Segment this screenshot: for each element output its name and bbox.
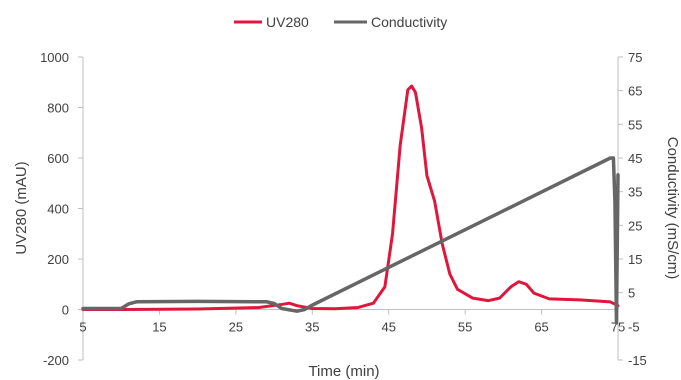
y2-tick-label: 65 bbox=[628, 84, 642, 99]
y-axis-title: UV280 (mAU) bbox=[13, 161, 30, 254]
x-tick-label: 5 bbox=[79, 320, 86, 335]
y-tick-label: 800 bbox=[47, 101, 69, 116]
legend-item-conductivity: Conductivity bbox=[334, 14, 447, 30]
y2-tick-label: -5 bbox=[628, 319, 640, 334]
legend-label-uv280: UV280 bbox=[266, 14, 309, 30]
legend-label-conductivity: Conductivity bbox=[371, 14, 447, 30]
y2-tick-label: -15 bbox=[628, 353, 647, 368]
series bbox=[81, 84, 620, 325]
series-line-conductivity bbox=[81, 156, 620, 325]
x-tick-label: 65 bbox=[534, 320, 548, 335]
legend: UV280 Conductivity bbox=[234, 14, 447, 30]
x-tick-label: 15 bbox=[152, 320, 166, 335]
y2-tick-label: 75 bbox=[628, 50, 642, 65]
y2-axis-title: Conductivity (mS/cm) bbox=[664, 137, 681, 280]
series-line-uv280 bbox=[81, 84, 620, 311]
x-tick-label: 35 bbox=[305, 320, 319, 335]
x-tick-label: 25 bbox=[229, 320, 243, 335]
x-tick-label: 55 bbox=[458, 320, 472, 335]
y-tick-label: 0 bbox=[62, 303, 69, 318]
y2-tick-label: 45 bbox=[628, 151, 642, 166]
y-tick-label: 600 bbox=[47, 151, 69, 166]
y2-tick-label: 35 bbox=[628, 185, 642, 200]
y2-tick-label: 5 bbox=[628, 286, 635, 301]
y-tick-label: -200 bbox=[43, 353, 69, 368]
x-tick-label: 45 bbox=[381, 320, 395, 335]
legend-item-uv280: UV280 bbox=[234, 14, 309, 30]
y-tick-label: 1000 bbox=[40, 50, 69, 65]
x-tick-label: 75 bbox=[611, 320, 625, 335]
y-tick-label: 400 bbox=[47, 202, 69, 217]
y2-tick-label: 15 bbox=[628, 252, 642, 267]
y2-tick-label: 25 bbox=[628, 218, 642, 233]
x-axis-title: Time (min) bbox=[308, 363, 379, 380]
axes: 5 15 25 35 45 55 65 75 -200 0 200 400 600 800 1000 -15 -… bbox=[40, 50, 647, 368]
y2-tick-label: 55 bbox=[628, 117, 642, 132]
y-tick-label: 200 bbox=[47, 252, 69, 267]
